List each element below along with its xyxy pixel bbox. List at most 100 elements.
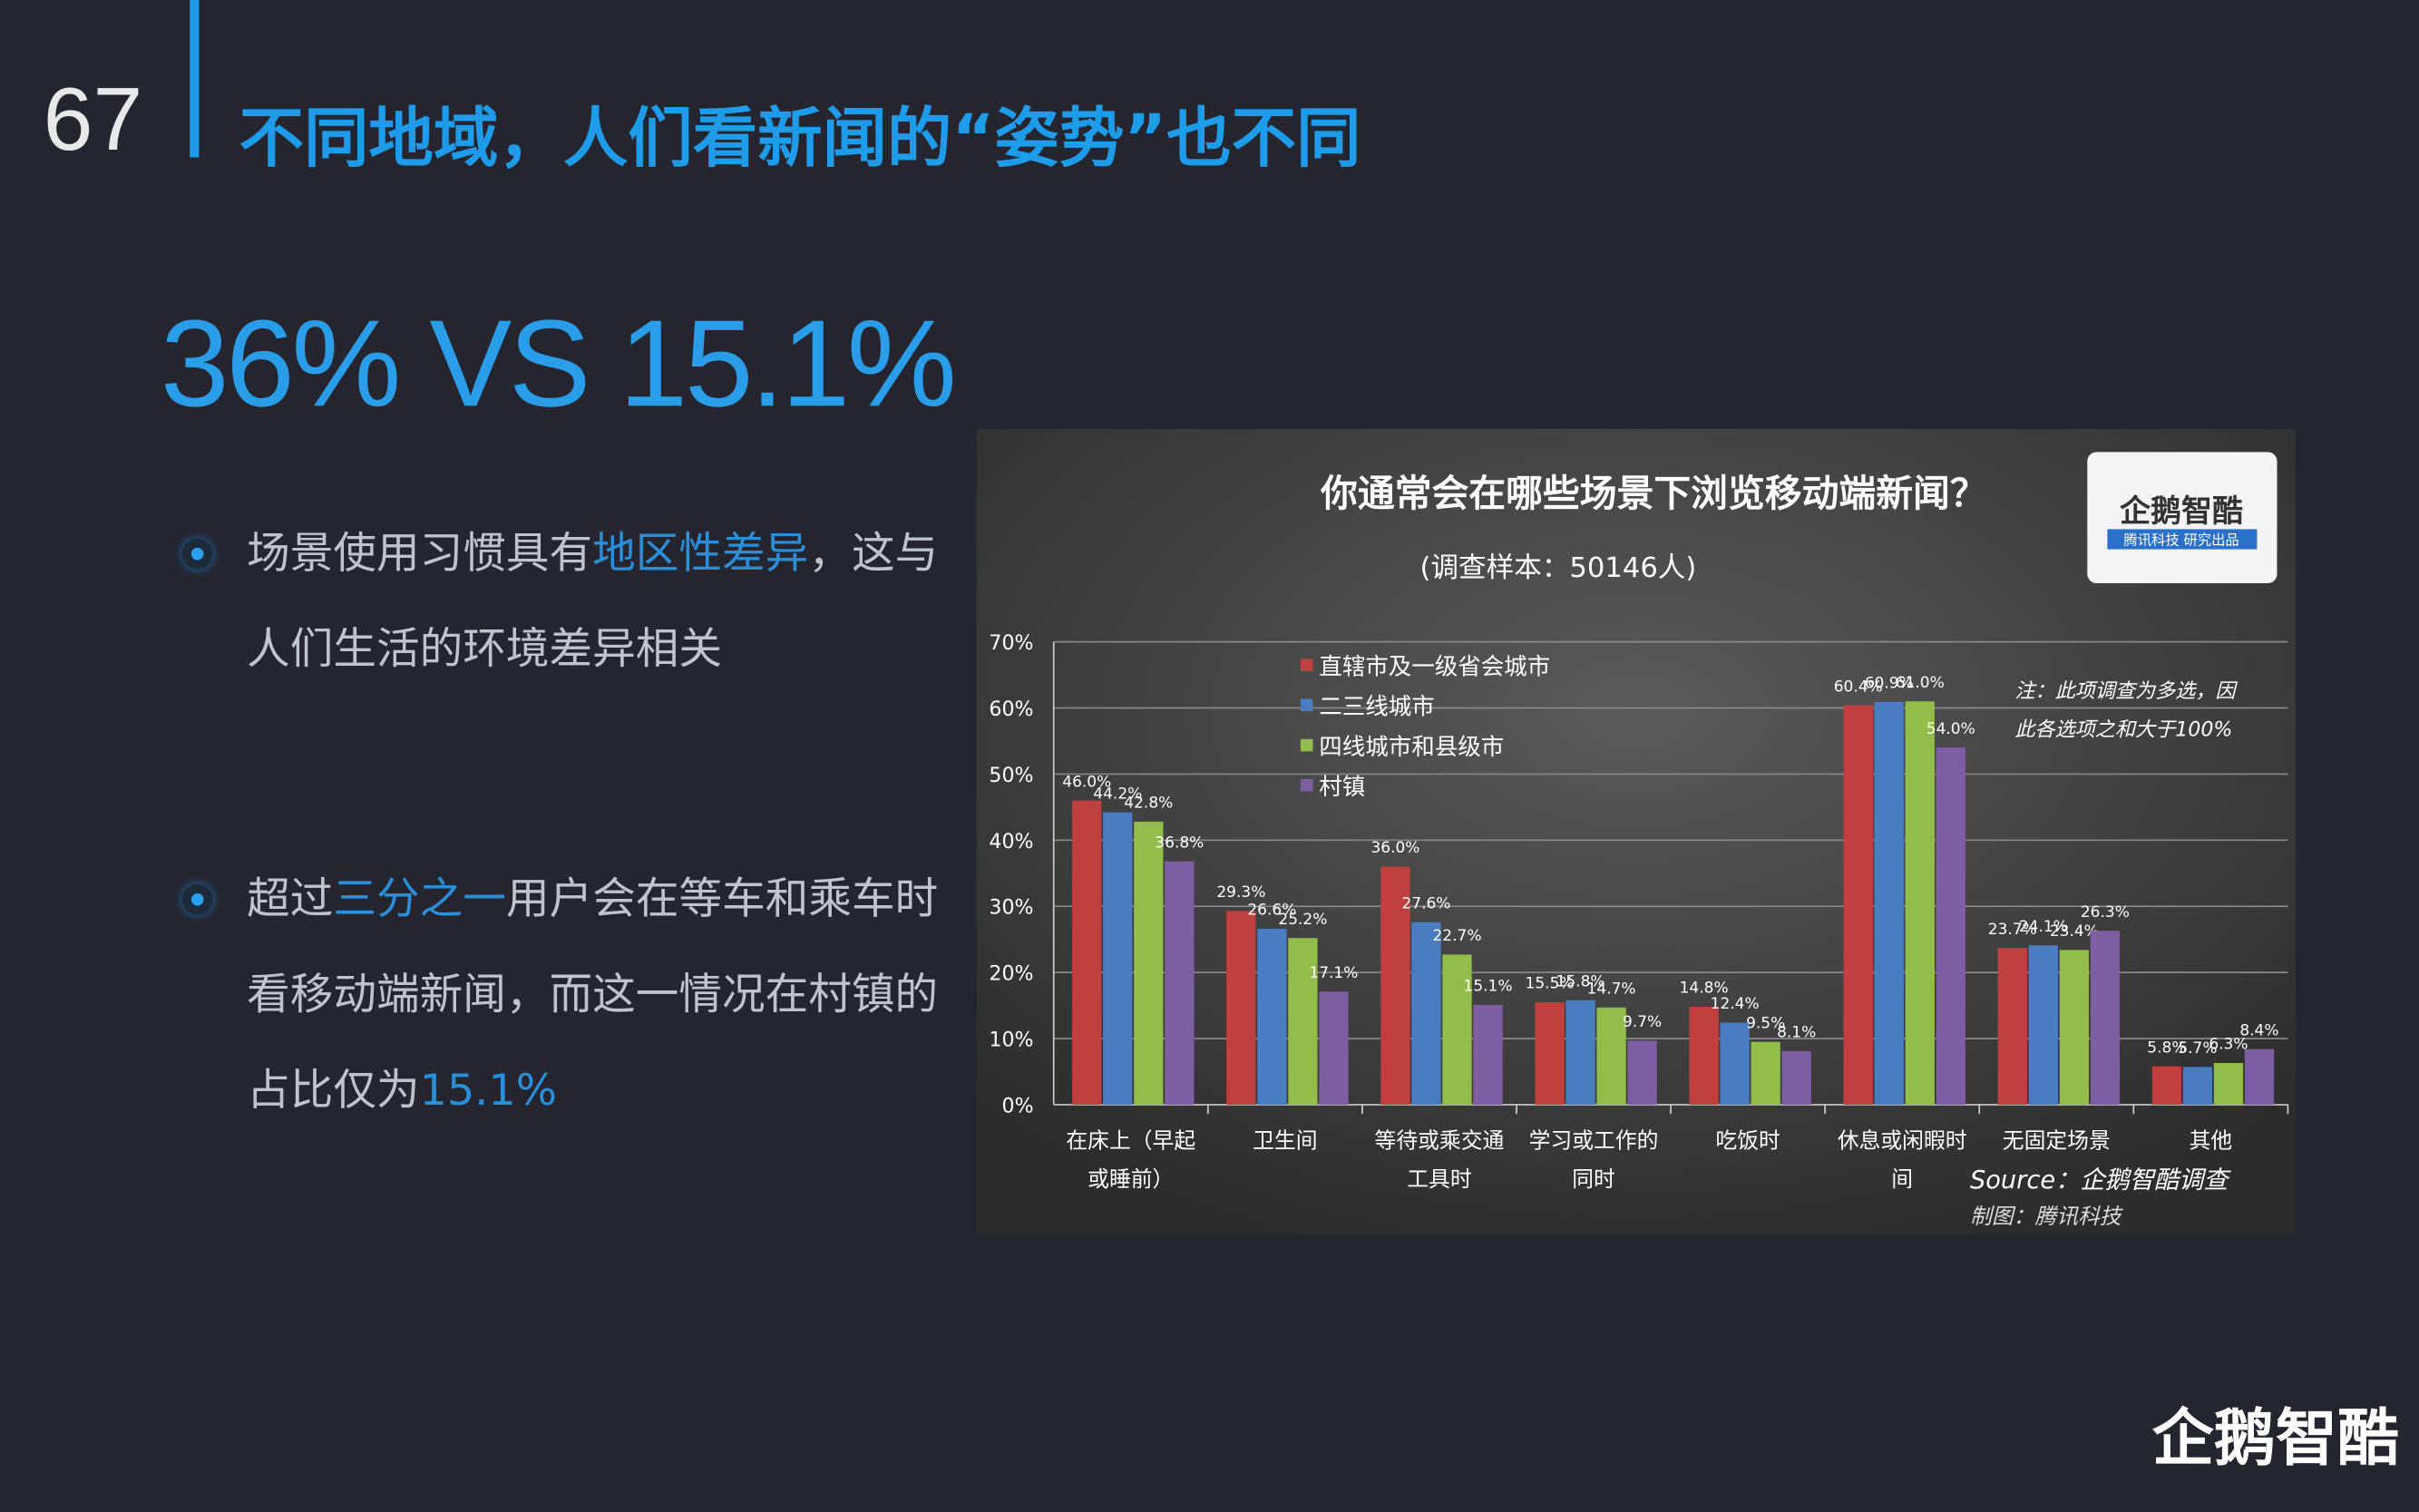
bar: [2059, 950, 2090, 1105]
bar: [2213, 1063, 2244, 1105]
data-label: 15.8%: [1556, 972, 1605, 990]
page-number: 67: [43, 69, 143, 171]
bar: [1596, 1007, 1626, 1105]
highlight-text: 地区性差异: [592, 527, 809, 579]
bar: [1566, 1000, 1595, 1105]
credit: 制图：腾讯科技: [1970, 1204, 2124, 1229]
bar: [1257, 929, 1287, 1105]
data-label: 26.3%: [2081, 903, 2130, 922]
x-tick-line: 工具时: [1407, 1166, 1471, 1192]
legend-label: 二三线城市: [1319, 694, 1435, 721]
bar: [1843, 705, 1873, 1105]
bar: [1781, 1050, 1811, 1105]
x-tick-line: 休息或闲暇时: [1838, 1128, 1967, 1154]
x-tick-label: 休息或闲暇时间: [1838, 1128, 1967, 1193]
x-tick-label: 无固定场景: [2003, 1128, 2111, 1154]
data-label: 9.5%: [1746, 1014, 1785, 1032]
bar: [1103, 812, 1133, 1105]
bar: [1627, 1040, 1657, 1105]
source: Source：企鹅智酷调查: [1970, 1166, 2231, 1195]
x-tick-label: 学习或工作的同时: [1529, 1128, 1659, 1193]
x-tick-line: 间: [1891, 1166, 1913, 1192]
data-label: 44.2%: [1093, 785, 1142, 803]
data-label: 36.0%: [1370, 839, 1419, 857]
bar: [2090, 931, 2121, 1105]
annotation: 此各选项之和大于100%: [2014, 717, 2232, 741]
x-tick-label: 其他: [2190, 1128, 2233, 1154]
data-label: 46.0%: [1062, 773, 1111, 791]
x-tick-label: 吃饭时: [1715, 1128, 1780, 1154]
slide-title: 不同地域，人们看新闻的“姿势”也不同: [239, 100, 1361, 176]
data-label: 15.1%: [1464, 978, 1513, 996]
bar: [1165, 861, 1195, 1105]
data-label: 42.8%: [1124, 795, 1173, 813]
x-tick-label: 在床上（早起或睡前）: [1066, 1128, 1195, 1193]
data-label: 9.7%: [1623, 1013, 1662, 1031]
bullet-text: 超过: [247, 873, 334, 924]
bar: [1134, 821, 1164, 1105]
y-tick-label: 30%: [989, 896, 1033, 920]
x-tick-label: 卫生间: [1253, 1128, 1317, 1154]
bar: [1288, 938, 1318, 1105]
data-label: 5.8%: [2147, 1039, 2186, 1057]
bar: [2028, 945, 2058, 1105]
y-tick-label: 20%: [989, 962, 1033, 986]
x-tick-line: 卫生间: [1253, 1128, 1317, 1154]
bar: [1905, 701, 1935, 1105]
y-tick-label: 70%: [989, 631, 1033, 655]
bullet-text: 场景使用习惯具有: [247, 527, 593, 579]
bar: [1689, 1007, 1719, 1105]
y-tick-label: 40%: [989, 830, 1033, 854]
bar: [1751, 1041, 1780, 1105]
bullet: 超过三分之一用户会在等车和乘车时看移动端新闻，而这一情况在村镇的占比仅为15.1…: [181, 852, 941, 1138]
bar: [2244, 1049, 2275, 1105]
data-label: 25.2%: [1278, 911, 1327, 929]
chart-subtitle: (调查样本：50146人): [1419, 552, 1696, 584]
annotation: 注：此项调查为多选，因: [2014, 679, 2238, 703]
data-label: 14.7%: [1587, 980, 1636, 998]
bar: [1411, 922, 1441, 1105]
footer-logo: 企鹅智酷: [2151, 1403, 2399, 1476]
logo-box: [2087, 452, 2278, 583]
x-tick-line: 同时: [1572, 1166, 1615, 1192]
y-tick-label: 60%: [989, 697, 1033, 721]
x-tick-label: 等待或乘交通工具时: [1375, 1128, 1505, 1193]
y-tick-label: 0%: [1002, 1094, 1034, 1117]
legend-label: 直辖市及一级省会城市: [1319, 653, 1550, 680]
data-label: 8.4%: [2239, 1021, 2278, 1039]
x-tick-line: 学习或工作的: [1529, 1128, 1659, 1154]
bar: [1442, 954, 1472, 1105]
bar: [1997, 948, 2027, 1105]
bar: [1380, 866, 1410, 1105]
data-label: 24.1%: [2019, 918, 2068, 936]
data-label: 23.4%: [2050, 922, 2099, 941]
y-tick-label: 50%: [989, 764, 1033, 787]
bar: [1874, 701, 1904, 1105]
bar: [1720, 1022, 1750, 1105]
bar: [1226, 911, 1256, 1105]
x-tick-line: 其他: [2190, 1128, 2233, 1154]
data-label: 61.0%: [1896, 674, 1945, 692]
data-label: 17.1%: [1309, 964, 1358, 982]
bar: [1319, 991, 1349, 1105]
title-bar: [190, 0, 200, 158]
x-tick-line: 吃饭时: [1715, 1128, 1780, 1154]
logo-tagline: 腾讯科技 研究出品: [2123, 532, 2239, 548]
data-label: 27.6%: [1401, 894, 1450, 912]
logo-band: [2107, 529, 2258, 550]
data-label: 8.1%: [1777, 1024, 1816, 1042]
data-label: 14.8%: [1680, 980, 1729, 998]
data-label: 29.3%: [1216, 883, 1265, 902]
y-tick-label: 10%: [989, 1029, 1033, 1052]
data-label: 54.0%: [1926, 720, 1975, 738]
data-label: 6.3%: [2209, 1036, 2248, 1054]
data-label: 36.8%: [1155, 834, 1204, 852]
legend-swatch: [1300, 779, 1313, 792]
data-label: 22.7%: [1432, 927, 1481, 945]
legend-swatch: [1300, 738, 1313, 752]
x-tick-line: 等待或乘交通: [1375, 1128, 1505, 1154]
legend-swatch: [1300, 658, 1313, 671]
bullet-dot: [181, 538, 213, 570]
